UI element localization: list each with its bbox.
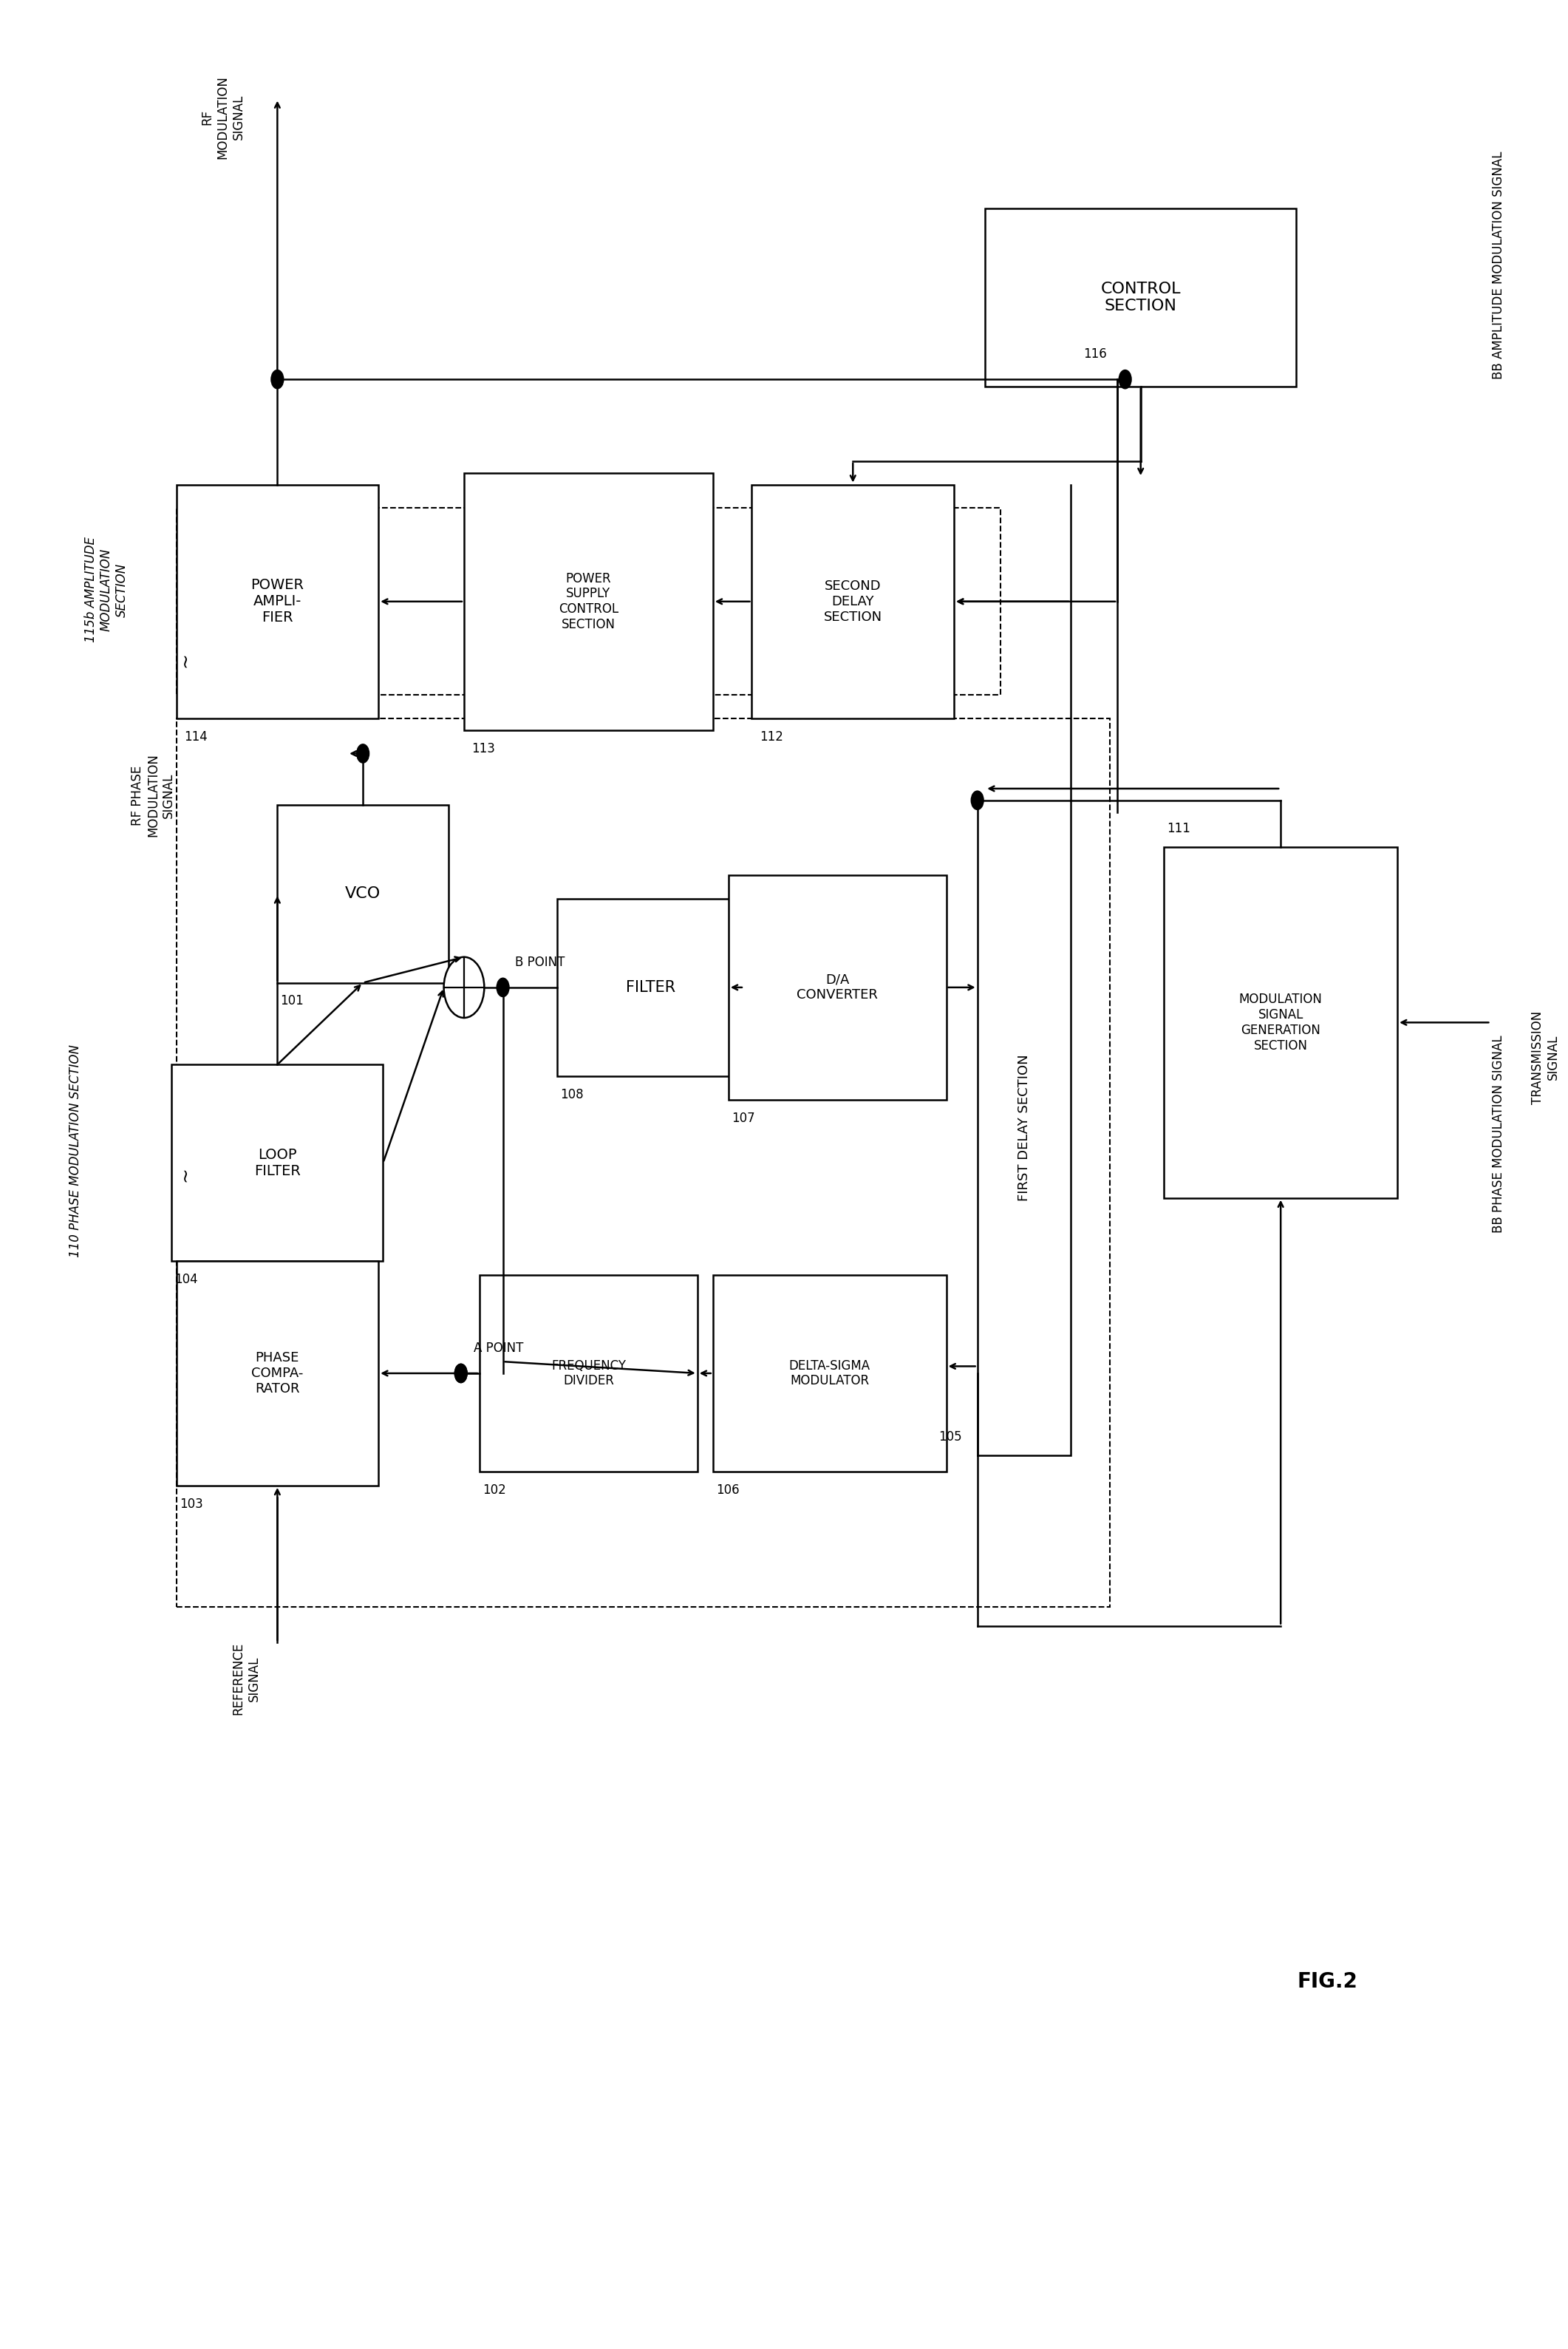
Text: ~: ~: [176, 653, 194, 667]
Bar: [464, 472, 713, 731]
Bar: [278, 806, 448, 982]
Text: 113: 113: [472, 742, 495, 754]
Text: CONTROL
SECTION: CONTROL SECTION: [1101, 282, 1181, 312]
Circle shape: [971, 792, 983, 810]
Text: FILTER: FILTER: [626, 980, 676, 994]
Bar: [751, 484, 953, 719]
Bar: [1163, 848, 1397, 1198]
Bar: [480, 1276, 698, 1470]
Text: 110 PHASE MODULATION SECTION: 110 PHASE MODULATION SECTION: [69, 1045, 82, 1257]
Text: 116: 116: [1083, 348, 1107, 362]
Text: 111: 111: [1167, 822, 1190, 836]
Text: FIRST DELAY SECTION: FIRST DELAY SECTION: [1018, 1055, 1030, 1200]
Circle shape: [455, 1365, 467, 1384]
Text: 114: 114: [183, 731, 207, 742]
Text: POWER
SUPPLY
CONTROL
SECTION: POWER SUPPLY CONTROL SECTION: [558, 571, 618, 632]
Bar: [176, 507, 1000, 695]
Text: MODULATION
SIGNAL
GENERATION
SECTION: MODULATION SIGNAL GENERATION SECTION: [1239, 994, 1322, 1052]
Circle shape: [444, 956, 485, 1017]
Bar: [176, 719, 1110, 1607]
Text: POWER
AMPLI-
FIER: POWER AMPLI- FIER: [251, 578, 304, 625]
Circle shape: [356, 745, 368, 763]
Text: SECOND
DELAY
SECTION: SECOND DELAY SECTION: [823, 580, 883, 622]
Text: DELTA-SIGMA
MODULATOR: DELTA-SIGMA MODULATOR: [789, 1360, 870, 1388]
Bar: [713, 1276, 946, 1470]
Text: PHASE
COMPA-
RATOR: PHASE COMPA- RATOR: [251, 1351, 303, 1395]
Bar: [985, 209, 1297, 385]
Circle shape: [455, 1365, 467, 1384]
Bar: [729, 876, 946, 1099]
Bar: [171, 1064, 383, 1261]
Circle shape: [1120, 371, 1132, 388]
Text: TRANSMISSION
SIGNAL: TRANSMISSION SIGNAL: [1530, 1010, 1560, 1104]
Text: RF PHASE
MODULATION
SIGNAL: RF PHASE MODULATION SIGNAL: [130, 754, 176, 836]
Text: LOOP
FILTER: LOOP FILTER: [254, 1149, 301, 1177]
Text: 101: 101: [281, 994, 304, 1008]
Text: 103: 103: [179, 1496, 202, 1510]
Text: VCO: VCO: [345, 886, 381, 902]
Text: FIG.2: FIG.2: [1297, 1971, 1358, 1992]
Text: D/A
CONVERTER: D/A CONVERTER: [797, 972, 878, 1001]
Text: FREQUENCY
DIVIDER: FREQUENCY DIVIDER: [550, 1360, 626, 1388]
Text: BB AMPLITUDE MODULATION SIGNAL: BB AMPLITUDE MODULATION SIGNAL: [1491, 150, 1505, 378]
Text: 115b AMPLITUDE
MODULATION
SECTION: 115b AMPLITUDE MODULATION SECTION: [85, 538, 129, 644]
Bar: [176, 484, 378, 719]
Text: A POINT: A POINT: [474, 1341, 524, 1355]
Text: BB PHASE MODULATION SIGNAL: BB PHASE MODULATION SIGNAL: [1491, 1036, 1505, 1233]
Text: 112: 112: [759, 731, 782, 742]
Text: 102: 102: [483, 1482, 506, 1496]
Text: 104: 104: [174, 1273, 198, 1285]
Bar: [977, 801, 1071, 1454]
Bar: [176, 1261, 378, 1485]
Bar: [557, 900, 745, 1076]
Text: 105: 105: [938, 1431, 961, 1442]
Text: 106: 106: [717, 1482, 740, 1496]
Text: 107: 107: [732, 1111, 754, 1125]
Text: REFERENCE
SIGNAL: REFERENCE SIGNAL: [232, 1642, 260, 1715]
Text: B POINT: B POINT: [516, 956, 564, 968]
Circle shape: [271, 371, 284, 388]
Circle shape: [497, 977, 510, 996]
Text: RF
MODULATION
SIGNAL: RF MODULATION SIGNAL: [201, 75, 245, 160]
Text: 108: 108: [560, 1088, 583, 1102]
Text: ~: ~: [176, 1167, 194, 1182]
